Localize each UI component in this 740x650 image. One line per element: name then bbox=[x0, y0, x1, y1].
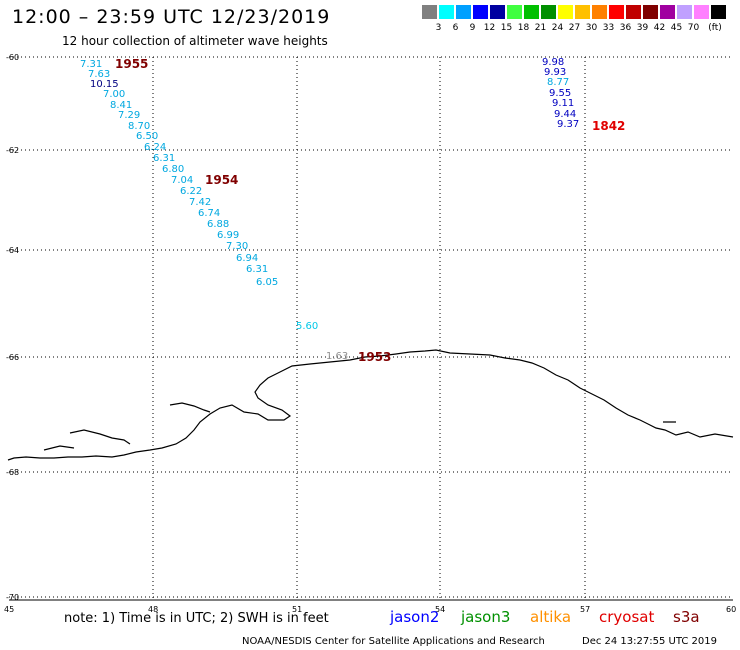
legend-swatch-2 bbox=[456, 5, 471, 19]
generation-timestamp: Dec 24 13:27:55 UTC 2019 bbox=[582, 636, 717, 647]
legend-label: 3 bbox=[435, 23, 442, 33]
lon-label: 60 bbox=[726, 605, 737, 614]
legend-swatch-12 bbox=[626, 5, 641, 19]
lat-label: -62 bbox=[6, 146, 20, 155]
legend-swatch-11 bbox=[609, 5, 624, 19]
satellite-s3a: s3a bbox=[673, 608, 700, 626]
legend-swatch-13 bbox=[643, 5, 658, 19]
legend-label: 21 bbox=[534, 23, 547, 33]
lon-label: 45 bbox=[4, 605, 15, 614]
legend-label: 9 bbox=[469, 23, 476, 33]
credit-line: NOAA/NESDIS Center for Satellite Applica… bbox=[242, 636, 545, 647]
swh-value: 8.70 bbox=[128, 121, 151, 132]
legend-label: 27 bbox=[568, 23, 581, 33]
swh-value: 7.42 bbox=[189, 197, 212, 208]
lon-label: 57 bbox=[580, 605, 591, 614]
swh-value: 6.80 bbox=[162, 164, 185, 175]
legend-label: 39 bbox=[636, 23, 649, 33]
swh-value: 6.88 bbox=[207, 219, 230, 230]
legend-label: 36 bbox=[619, 23, 632, 33]
legend-swatch-16 bbox=[694, 5, 709, 19]
swh-value: 7.29 bbox=[118, 110, 141, 121]
legend-label: 18 bbox=[517, 23, 530, 33]
swh-value: 6.74 bbox=[198, 208, 221, 219]
swh-value: 6.94 bbox=[236, 253, 259, 264]
swh-value: 6.05 bbox=[256, 277, 279, 288]
lat-label: -64 bbox=[6, 246, 20, 255]
swh-value: 9.93 bbox=[544, 67, 567, 78]
legend-swatch-4 bbox=[490, 5, 505, 19]
footer-note: note: 1) Time is in UTC; 2) SWH is in fe… bbox=[64, 611, 329, 626]
legend-unit: (ft) bbox=[708, 23, 722, 33]
lat-label: -60 bbox=[6, 53, 20, 62]
legend-swatch-17 bbox=[711, 5, 726, 19]
coastline-islands bbox=[43, 402, 676, 451]
legend-swatch-9 bbox=[575, 5, 590, 19]
swh-value: 9.11 bbox=[552, 98, 575, 109]
pass-label: 1955 bbox=[115, 57, 149, 71]
lon-label: 48 bbox=[148, 605, 159, 614]
legend-swatch-3 bbox=[473, 5, 488, 19]
swh-value: 8.41 bbox=[110, 100, 133, 111]
legend-swatch-8 bbox=[558, 5, 573, 19]
lat-label: -68 bbox=[6, 468, 20, 477]
swh-value: 6.24 bbox=[144, 142, 167, 153]
legend-swatch-10 bbox=[592, 5, 607, 19]
swh-value: 9.44 bbox=[554, 109, 577, 120]
satellite-jason2: jason2 bbox=[390, 608, 440, 626]
legend-label: 42 bbox=[653, 23, 666, 33]
coastline bbox=[7, 349, 734, 461]
legend-label: 30 bbox=[585, 23, 598, 33]
pass-label: 1953 bbox=[358, 350, 392, 364]
lat-label: -70 bbox=[6, 593, 20, 602]
legend-swatch-7 bbox=[541, 5, 556, 19]
map-title: 12:00 – 23:59 UTC 12/23/2019 bbox=[12, 6, 331, 28]
pass-label: 1954 bbox=[205, 173, 239, 187]
swh-value: 7.63 bbox=[88, 69, 111, 80]
swh-value: 9.98 bbox=[542, 57, 565, 68]
swh-value: 6.22 bbox=[180, 186, 203, 197]
satellite-altika: altika bbox=[530, 608, 572, 626]
legend-swatch-1 bbox=[439, 5, 454, 19]
lat-label: -66 bbox=[6, 353, 20, 362]
lon-label: 51 bbox=[292, 605, 303, 614]
swh-value: 8.77 bbox=[547, 77, 570, 88]
swh-value: 5.60 bbox=[296, 321, 319, 332]
legend-label: 6 bbox=[452, 23, 459, 33]
swh-value: 10.15 bbox=[90, 79, 119, 90]
swh-value: 7.31 bbox=[80, 59, 103, 70]
satellite-cryosat: cryosat bbox=[599, 608, 655, 626]
swh-value: 7.30 bbox=[226, 241, 249, 252]
legend-swatch-5 bbox=[507, 5, 522, 19]
legend-swatch-14 bbox=[660, 5, 675, 19]
swh-value: 1.63 bbox=[326, 351, 349, 362]
swh-value: 6.50 bbox=[136, 131, 159, 142]
legend-label: 24 bbox=[551, 23, 564, 33]
legend-swatch-15 bbox=[677, 5, 692, 19]
legend-label: 45 bbox=[670, 23, 683, 33]
legend-label: 33 bbox=[602, 23, 615, 33]
swh-value: 7.04 bbox=[171, 175, 194, 186]
graticule bbox=[9, 56, 733, 600]
swh-value: 9.37 bbox=[557, 119, 580, 130]
legend-swatch-6 bbox=[524, 5, 539, 19]
legend-swatch-0 bbox=[422, 5, 437, 19]
swh-value: 6.31 bbox=[153, 153, 176, 164]
swh-value: 7.00 bbox=[103, 89, 126, 100]
swh-value: 6.99 bbox=[217, 230, 240, 241]
legend-label: 70 bbox=[687, 23, 700, 33]
legend-label: 15 bbox=[500, 23, 513, 33]
map-subtitle: 12 hour collection of altimeter wave hei… bbox=[62, 34, 328, 48]
lon-label: 54 bbox=[435, 605, 446, 614]
pass-label: 1842 bbox=[592, 119, 626, 133]
satellite-jason3: jason3 bbox=[461, 608, 511, 626]
legend-label: 12 bbox=[483, 23, 496, 33]
swh-value: 9.55 bbox=[549, 88, 572, 99]
swh-value: 6.31 bbox=[246, 264, 269, 275]
